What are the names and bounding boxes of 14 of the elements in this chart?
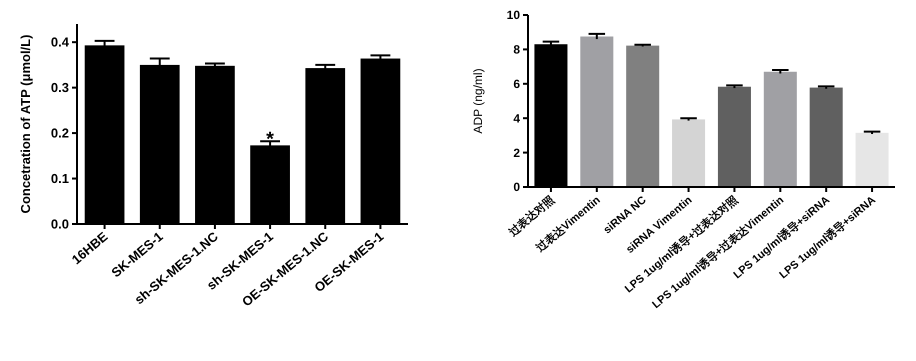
y-tick-label: 0.1 [50,171,69,186]
y-axis-title: ADP (ng/ml) [471,68,485,134]
y-tick-label: 0.3 [50,80,69,96]
annotation: * [266,128,274,151]
y-tick-label: 6 [513,77,520,91]
y-tick-label: 0.0 [50,216,69,232]
y-axis-title: Concetration of ATP (μmol/L) [18,34,33,214]
y-tick-label: 0.2 [50,126,69,141]
y-tick-label: 0.4 [50,34,70,50]
y-tick-label: 4 [513,111,520,126]
y-tick-label: 10 [506,8,520,22]
y-tick-label: 0 [513,180,520,194]
y-tick-label: 2 [513,146,520,160]
y-tick-label: 8 [513,42,520,57]
